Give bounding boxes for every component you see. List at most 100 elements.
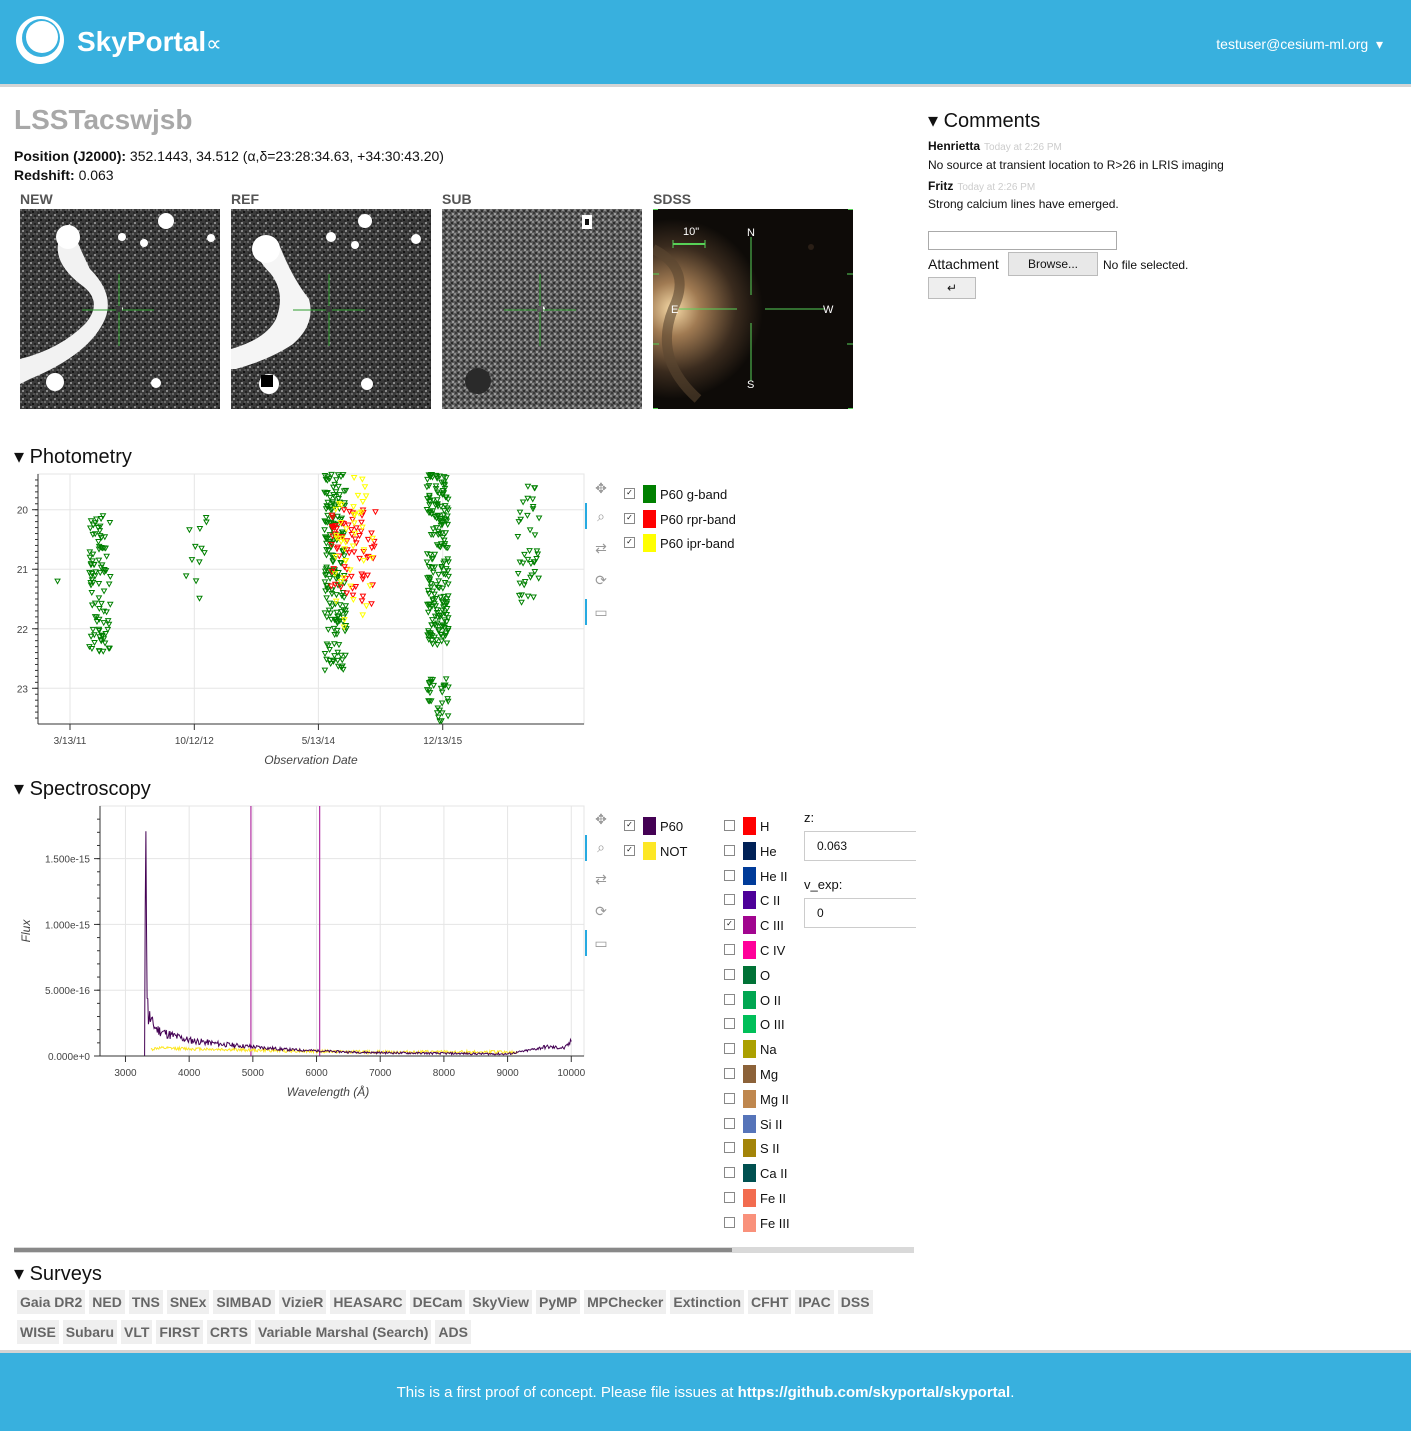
data-point — [106, 573, 114, 581]
scrollbar-thumb[interactable] — [14, 1248, 732, 1252]
data-point — [341, 617, 348, 624]
data-point — [335, 483, 342, 490]
data-point — [443, 599, 451, 606]
browse-button[interactable]: Browse... — [1008, 252, 1098, 276]
legend-checkbox-not[interactable]: ✓ — [624, 845, 635, 856]
data-point — [515, 519, 523, 526]
survey-button[interactable]: HEASARC — [330, 1290, 406, 1314]
github-link[interactable]: https://github.com/skyportal/skyportal — [737, 1384, 1011, 1401]
wheel-zoom-tool-icon[interactable]: ⇄ — [595, 540, 607, 556]
survey-button[interactable]: SkyView — [469, 1290, 532, 1314]
plot-area — [99, 805, 585, 1057]
survey-button[interactable]: SIMBAD — [213, 1290, 275, 1314]
data-point — [96, 605, 103, 613]
data-point — [426, 509, 434, 516]
reset-tool-icon[interactable]: ⟳ — [595, 572, 607, 588]
line-checkbox[interactable] — [724, 968, 735, 980]
photometry-toggle[interactable]: ▾ Photometry — [14, 446, 132, 468]
line-checkbox[interactable] — [724, 1018, 735, 1030]
data-point — [324, 489, 331, 496]
survey-button[interactable]: TNS — [128, 1290, 163, 1314]
hover-tool-icon[interactable]: ▭ — [594, 604, 608, 620]
survey-button[interactable]: PyMP — [535, 1290, 581, 1314]
survey-button[interactable]: Extinction — [670, 1290, 745, 1314]
legend-checkbox-ipr[interactable]: ✓ — [624, 537, 635, 548]
y-axis-label: Flux — [19, 919, 33, 943]
data-point — [524, 495, 532, 502]
data-point — [443, 640, 451, 647]
skyportal-logo-icon[interactable] — [14, 13, 66, 65]
line-swatch — [743, 841, 756, 860]
survey-button[interactable]: IPAC — [795, 1290, 834, 1314]
spectroscopy-plot[interactable]: 3000 4000 5000 6000 7000 8000 9000 10000 0.000e+… — [14, 800, 594, 1105]
reset-tool-icon[interactable]: ⟳ — [595, 903, 607, 919]
box-zoom-tool-icon[interactable]: ⌕ — [597, 839, 605, 855]
vexp-input[interactable]: 0 — [804, 898, 916, 928]
box-zoom-tool-icon[interactable]: ⌕ — [597, 508, 605, 524]
pan-tool-icon[interactable]: ✥ — [595, 811, 607, 827]
data-point — [352, 584, 360, 591]
spectroscopy-toggle[interactable]: ▾ Spectroscopy — [14, 778, 151, 800]
user-menu[interactable]: testuser@cesium-ml.org ▾ — [1216, 36, 1383, 53]
comments-toggle[interactable]: ▾ Comments — [928, 110, 1041, 132]
survey-button[interactable]: MPChecker — [584, 1290, 667, 1314]
data-point — [326, 520, 334, 527]
survey-button[interactable]: Subaru — [62, 1320, 118, 1344]
survey-button[interactable]: Gaia DR2 — [17, 1290, 86, 1314]
z-input[interactable]: 0.063 — [804, 831, 916, 861]
data-point — [342, 622, 350, 629]
x-tick-label: 8000 — [433, 1068, 456, 1079]
survey-button[interactable]: VLT — [121, 1320, 153, 1344]
line-checkbox[interactable] — [724, 1142, 735, 1154]
wheel-zoom-tool-icon[interactable]: ⇄ — [595, 871, 607, 887]
legend-checkbox-p60[interactable]: ✓ — [624, 820, 635, 831]
data-point — [106, 520, 114, 527]
surveys-toggle[interactable]: ▾ Surveys — [14, 1263, 102, 1285]
data-point — [98, 632, 106, 639]
pan-tool-icon[interactable]: ✥ — [595, 480, 607, 496]
data-point — [95, 595, 103, 602]
data-point — [437, 544, 444, 551]
survey-button[interactable]: WISE — [17, 1320, 59, 1344]
line-swatch — [743, 1114, 756, 1133]
line-checkbox[interactable] — [724, 869, 735, 881]
line-label: Fe III — [760, 1215, 790, 1231]
line-checkbox[interactable] — [724, 993, 735, 1005]
survey-button[interactable]: NED — [89, 1290, 125, 1314]
line-checkbox[interactable] — [724, 1117, 735, 1129]
survey-button[interactable]: FIRST — [156, 1320, 203, 1344]
data-point — [333, 546, 341, 553]
line-checkbox[interactable] — [724, 1216, 735, 1228]
line-checkbox[interactable] — [724, 844, 735, 856]
line-checkbox[interactable] — [724, 1068, 735, 1079]
survey-button[interactable]: CRTS — [206, 1320, 251, 1344]
line-checkbox[interactable] — [724, 1192, 735, 1203]
line-checkbox[interactable] — [724, 1092, 735, 1104]
legend-checkbox-g[interactable]: ✓ — [624, 488, 635, 499]
legend-checkbox-rpr[interactable]: ✓ — [624, 513, 635, 524]
survey-button[interactable]: SNEx — [166, 1290, 210, 1314]
brand-name[interactable]: SkyPortal — [77, 26, 207, 57]
y-tick-label: 22 — [17, 625, 29, 636]
survey-button[interactable]: Variable Marshal (Search) — [255, 1320, 432, 1344]
line-checkbox[interactable] — [724, 1043, 735, 1055]
comment-input[interactable] — [928, 231, 1117, 250]
survey-button[interactable]: VizieR — [278, 1290, 327, 1314]
data-point — [93, 614, 101, 621]
survey-button[interactable]: ADS — [435, 1320, 471, 1344]
survey-button[interactable]: DSS — [837, 1290, 873, 1314]
line-checkbox[interactable] — [724, 894, 735, 906]
line-checkbox[interactable] — [724, 820, 735, 831]
photometry-plot[interactable]: 3/13/11 10/12/12 5/13/14 12/13/15 20 21 22 23 Ob… — [14, 468, 594, 770]
survey-button[interactable]: DECam — [409, 1290, 466, 1314]
line-checkbox[interactable]: ✓ — [724, 919, 735, 931]
data-point — [341, 502, 349, 509]
data-point — [324, 626, 332, 633]
submit-comment-button[interactable]: ↵ — [928, 277, 976, 299]
survey-button[interactable]: CFHT — [748, 1290, 792, 1314]
line-checkbox[interactable] — [724, 1167, 735, 1179]
no-file-label: No file selected. — [1103, 258, 1189, 272]
y-tick-label: 1.500e-15 — [45, 855, 90, 866]
line-checkbox[interactable] — [724, 944, 735, 955]
hover-tool-icon[interactable]: ▭ — [594, 935, 608, 951]
